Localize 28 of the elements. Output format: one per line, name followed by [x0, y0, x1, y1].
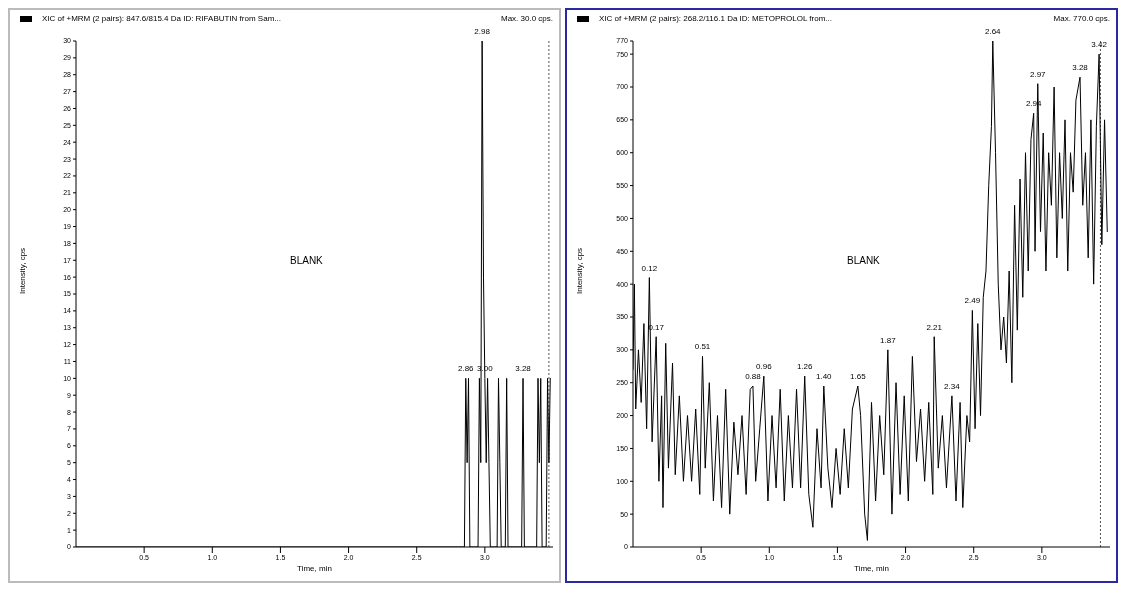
annotation: 2.49	[964, 296, 981, 306]
annotation: 1.65	[850, 372, 867, 381]
chart-title: XIC of +MRM (2 pairs): 847.6/815.4 Da ID: RIFABUTIN from Sam...	[41, 14, 281, 23]
annotation: 0.12	[641, 263, 658, 273]
annotation: 2.98	[474, 27, 491, 36]
x-axis-title: Time, min	[854, 564, 889, 573]
annotation: BLANK	[847, 255, 880, 266]
y-axis-title: Intensity, cps	[574, 247, 584, 294]
annotation: BLANK	[290, 255, 323, 266]
annotation: 0.51	[694, 342, 711, 352]
annotation: 1.26	[796, 362, 814, 372]
annotation: 0.96	[756, 362, 773, 372]
annotation: 0.88	[745, 372, 762, 381]
annotation: 3.28	[515, 364, 532, 374]
annotation: 2.86	[457, 364, 475, 374]
x-axis-title: Time, min	[297, 564, 332, 573]
annotation: 1.40	[816, 372, 833, 381]
chart-title: XIC of +MRM (2 pairs): 268.2/116.1 Da ID: METOPROLOL from...	[598, 14, 833, 23]
annotation: 2.64	[985, 27, 1002, 36]
chart-subtitle: Max. 30.0 cps.	[500, 14, 553, 23]
annotation: 2.21	[926, 322, 943, 332]
annotation: 3.28	[1072, 63, 1089, 73]
annotation: 2.97	[1029, 69, 1047, 79]
y-axis-title: Intensity, cps	[17, 247, 27, 294]
annotation: 3.42	[1091, 40, 1108, 50]
chart-subtitle: Max. 770.0 cps.	[1053, 14, 1110, 23]
annotation: 2.34	[944, 381, 961, 391]
annotation: 1.87	[880, 335, 897, 345]
